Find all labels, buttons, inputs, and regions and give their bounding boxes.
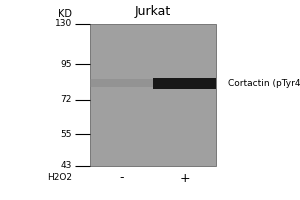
Text: +: + [179,171,190,184]
Bar [90,79,153,87]
Text: H2O2: H2O2 [47,173,72,182]
Text: 72: 72 [61,95,72,104]
Text: 95: 95 [61,60,72,69]
Text: Jurkat: Jurkat [135,5,171,19]
Text: 130: 130 [55,20,72,28]
Text: -: - [119,171,124,184]
Text: KD: KD [58,9,72,19]
Text: Cortactin (pTyr466): Cortactin (pTyr466) [228,79,300,88]
Text: 55: 55 [61,130,72,139]
Text: 43: 43 [61,162,72,170]
Bar [153,78,216,89]
Bar [90,24,216,166]
